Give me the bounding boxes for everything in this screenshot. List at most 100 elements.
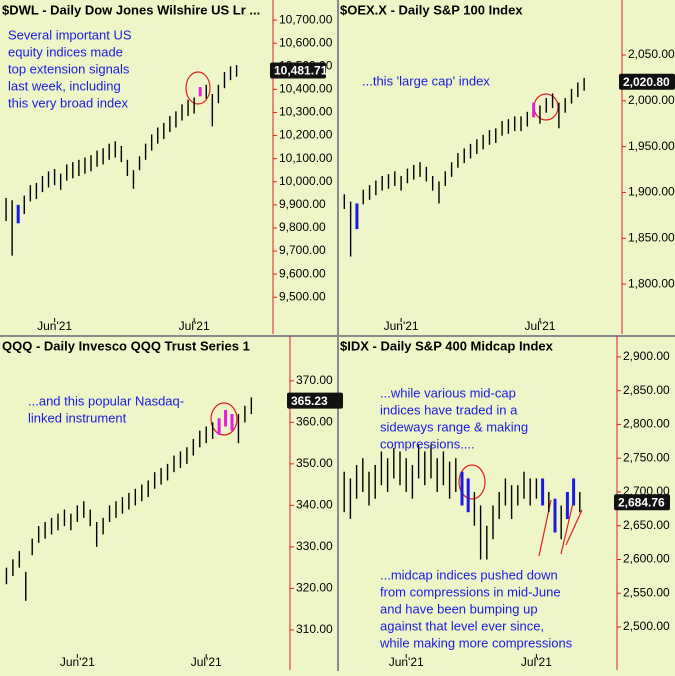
price-bar	[217, 84, 220, 104]
price-bar	[583, 77, 585, 91]
y-tick-label: 370.00	[296, 373, 333, 387]
price-bar	[138, 156, 141, 171]
price-bar	[450, 162, 453, 177]
price-bar	[63, 509, 66, 527]
price-bar	[479, 505, 482, 560]
price-bar	[444, 171, 446, 187]
price-bar	[120, 145, 123, 163]
price-bar	[12, 559, 14, 576]
price-bar	[16, 204, 20, 224]
y-tick-label: 360.00	[296, 415, 333, 429]
price-bar	[29, 185, 32, 202]
price-bar	[187, 99, 189, 116]
y-tick-label: 340.00	[296, 498, 333, 512]
price-bar	[374, 464, 376, 499]
y-tick-label: 2,500.00	[623, 619, 670, 633]
price-bar	[31, 538, 33, 556]
price-bar	[84, 157, 86, 174]
y-tick-label: 10,200.00	[279, 128, 333, 142]
y-tick-label: 9,900.00	[279, 197, 326, 211]
price-bar	[126, 159, 129, 176]
price-bar	[66, 164, 68, 181]
price-bar	[438, 181, 440, 204]
price-bar	[424, 451, 426, 486]
price-bar	[53, 169, 56, 186]
price-bar	[529, 478, 531, 506]
price-bar	[577, 82, 579, 98]
panel: 310.00 320.00 330.00 340.00 350.00 360.00 370.…	[2, 336, 343, 670]
price-bar	[386, 458, 389, 492]
pointer-line	[565, 509, 583, 546]
price-bar	[5, 567, 8, 585]
last-price-tag: 2,684.76	[614, 494, 670, 511]
price-bar	[83, 501, 85, 518]
price-bar	[70, 513, 72, 531]
price-bar	[211, 93, 214, 127]
price-bar	[570, 88, 573, 104]
y-tick-label: 2,800.00	[623, 417, 670, 431]
price-bar	[193, 97, 195, 114]
price-bar	[89, 509, 91, 527]
annotation: ...and this popular Nasdaq-	[28, 393, 184, 408]
annotation: indices have traded in a	[380, 402, 518, 417]
price-bar	[147, 480, 149, 498]
highlight-circle	[185, 71, 211, 105]
price-bar	[102, 517, 104, 535]
price-bar	[553, 498, 557, 533]
price-bar	[486, 525, 488, 560]
price-bar	[394, 171, 396, 187]
annotation: ...midcap indices pushed down	[380, 567, 558, 582]
price-bar	[411, 464, 414, 499]
price-bar	[11, 200, 13, 256]
highlight-circle	[210, 402, 238, 436]
price-bar	[47, 171, 50, 188]
price-bar	[482, 134, 484, 150]
price-bar	[41, 175, 44, 193]
price-bar	[473, 491, 476, 526]
last-price-label: 10,481.71	[274, 64, 328, 78]
last-price-tag: 10,481.71	[270, 62, 328, 79]
price-bar	[163, 122, 165, 140]
annotation: ...while various mid-cap	[380, 385, 516, 400]
annotation: equity indices made	[8, 44, 123, 59]
price-bar	[405, 458, 407, 492]
price-bar	[523, 471, 525, 499]
y-tick-label: 9,800.00	[279, 220, 326, 234]
annotation: against that level ever since,	[380, 618, 544, 633]
price-bar	[417, 444, 420, 479]
price-bar	[128, 492, 130, 510]
x-tick-label: Jun'21	[37, 319, 72, 333]
price-bar	[393, 448, 395, 479]
price-bar	[205, 84, 207, 99]
price-bar	[457, 153, 459, 168]
price-bar	[495, 128, 497, 143]
price-bar	[572, 478, 576, 506]
price-bar	[153, 472, 156, 489]
annotation: linked instrument	[28, 410, 127, 425]
price-bar	[108, 505, 111, 522]
y-tick-label: 1,800.00	[628, 276, 675, 290]
price-bar	[355, 203, 359, 230]
price-bar	[132, 170, 135, 189]
y-tick-label: 9,600.00	[279, 266, 326, 280]
price-bar	[381, 175, 383, 191]
y-tick-label: 330.00	[296, 539, 333, 553]
price-bar	[431, 175, 434, 191]
y-tick-label: 2,650.00	[623, 518, 670, 532]
x-tick-label: Jul'21	[521, 655, 552, 669]
price-bar	[498, 491, 500, 519]
price-bar	[96, 150, 98, 167]
price-bar	[343, 194, 346, 209]
y-tick-label: 350.00	[296, 456, 333, 470]
price-bar	[169, 115, 171, 133]
price-bar	[186, 447, 188, 464]
annotation: sideways range & making	[380, 419, 528, 434]
panel: 9,500.00 9,600.00 9,700.00 9,800.00 9,900.00…	[2, 0, 333, 334]
annotation: this very broad index	[8, 95, 128, 110]
panel: 1,800.00 1,850.00 1,900.00 1,950.00 2,000.00…	[340, 0, 675, 334]
annotation: last week, including	[8, 78, 121, 93]
annotation: top extension signals	[8, 61, 130, 76]
price-bar	[368, 185, 371, 200]
price-bar	[430, 444, 432, 479]
